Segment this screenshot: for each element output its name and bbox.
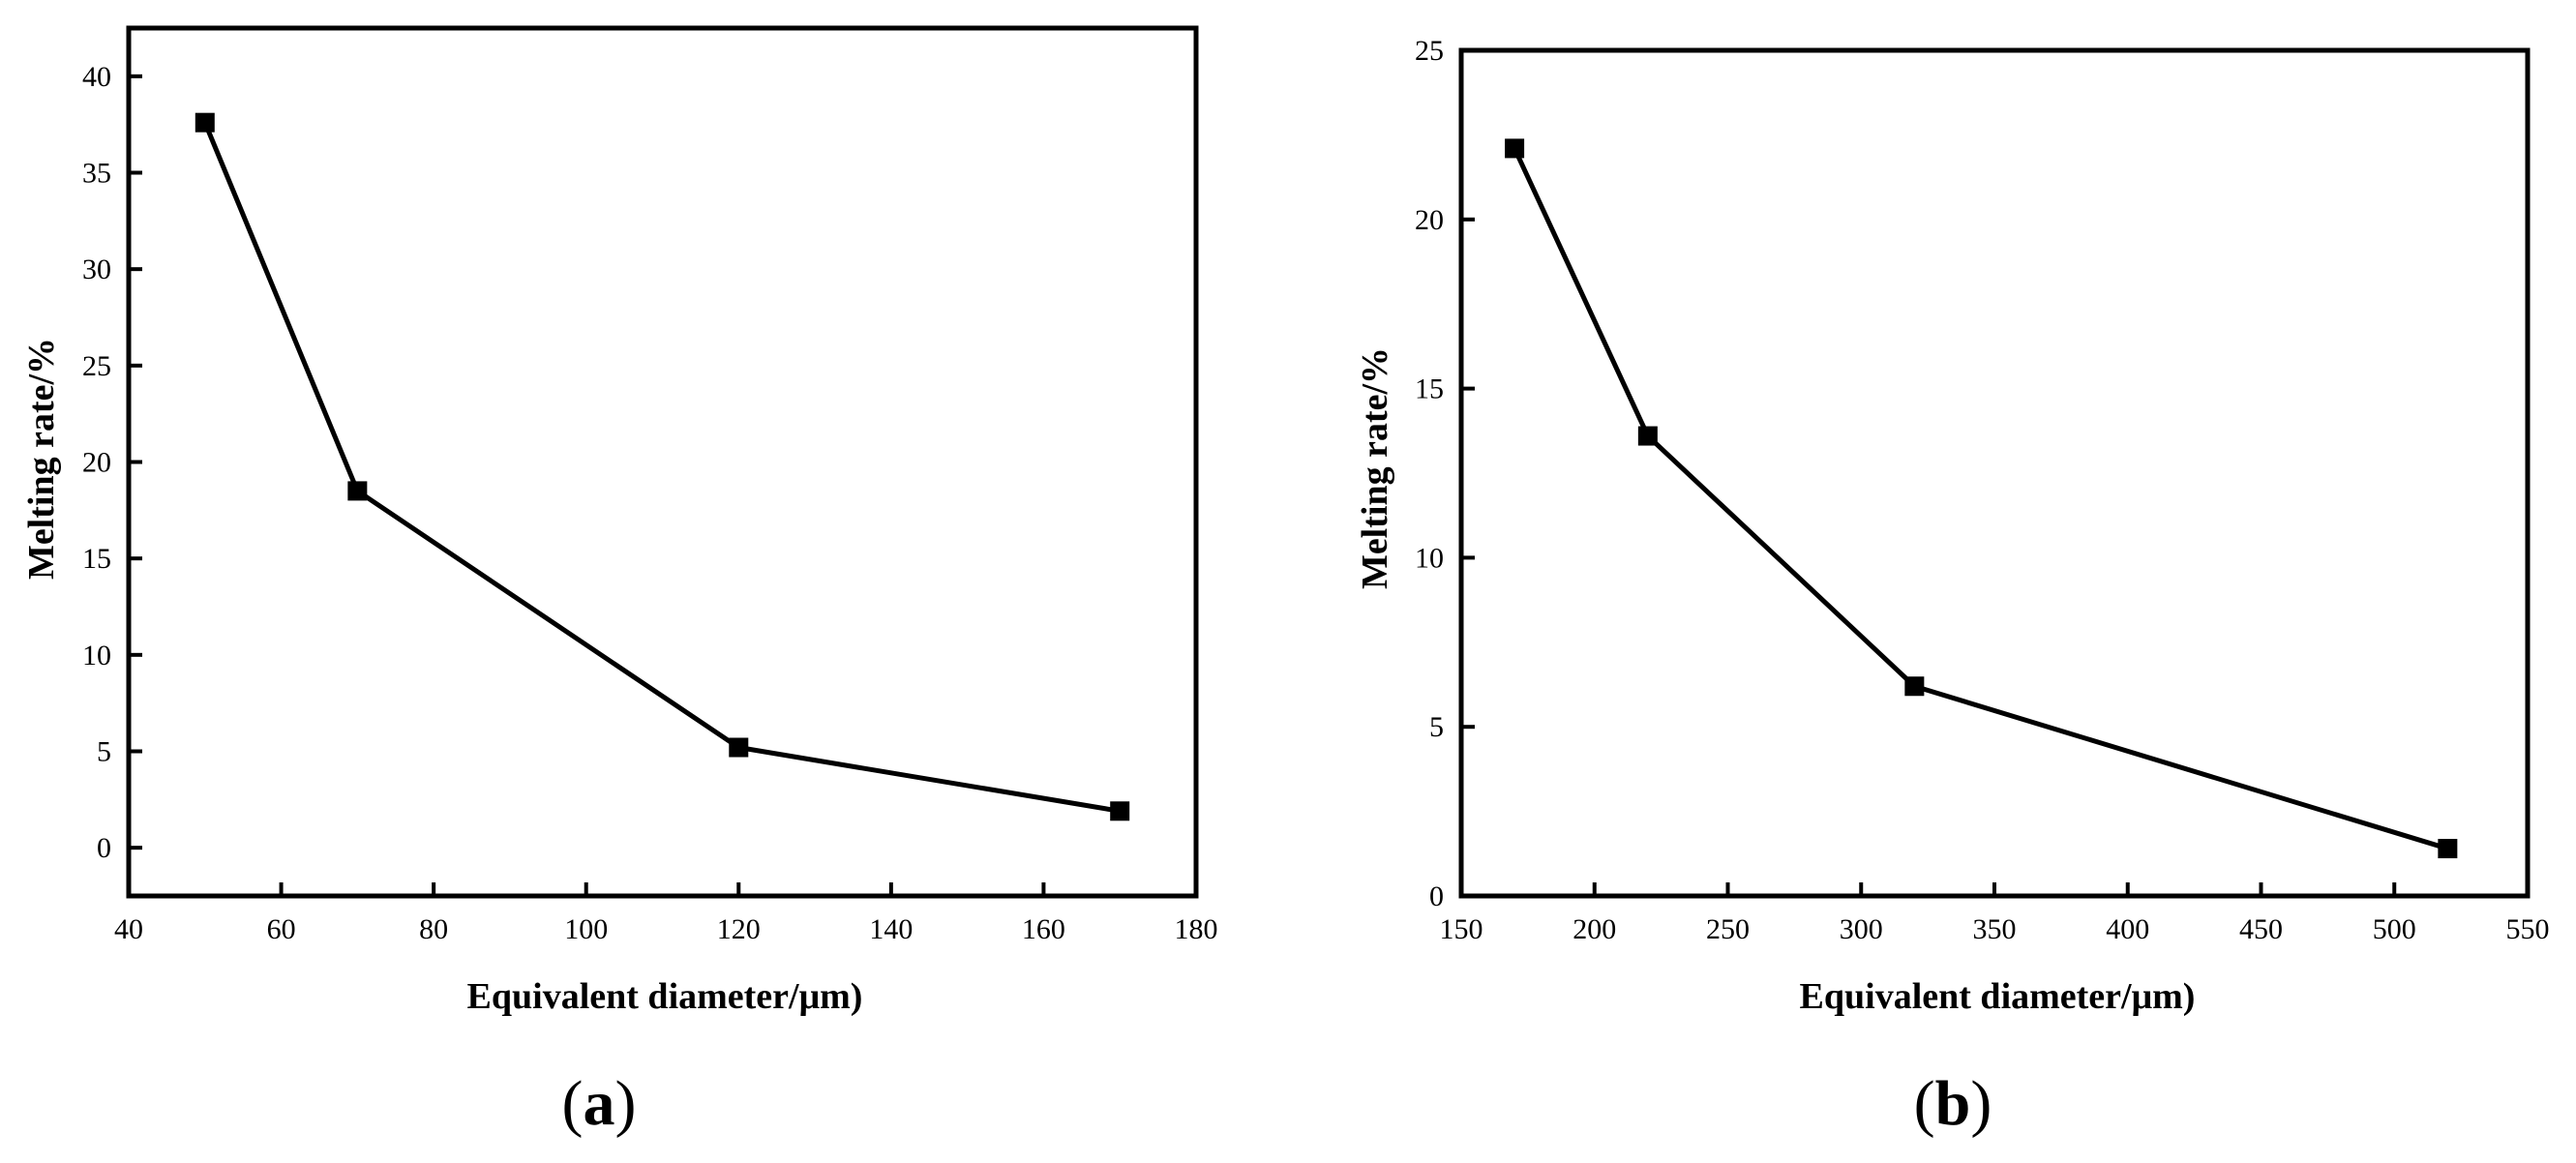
data-point bbox=[347, 481, 368, 501]
panel-label-a-letter: a bbox=[584, 1068, 615, 1139]
x-tick-label: 80 bbox=[419, 913, 448, 945]
y-tick-label: 25 bbox=[1415, 35, 1444, 67]
data-point bbox=[195, 112, 215, 133]
x-axis-label: Equivalent diameter/μm) bbox=[467, 976, 863, 1017]
series-line bbox=[202, 121, 1121, 814]
x-tick-label: 140 bbox=[869, 913, 913, 945]
y-tick-label: 25 bbox=[82, 350, 111, 382]
data-point bbox=[1904, 676, 1925, 697]
data-point bbox=[729, 737, 749, 758]
y-tick-label: 0 bbox=[97, 832, 111, 864]
y-tick-label: 40 bbox=[82, 61, 111, 93]
data-point bbox=[1637, 426, 1658, 446]
panel-label-b-letter: b bbox=[1935, 1068, 1971, 1139]
x-tick-label: 150 bbox=[1440, 913, 1483, 945]
data-point bbox=[1505, 138, 1525, 159]
chart-panel-b: Melting rate/% Equivalent diameter/μm) (… bbox=[1355, 35, 2550, 1139]
x-tick-label: 100 bbox=[564, 913, 608, 945]
y-axis-label: Melting rate/% bbox=[21, 338, 62, 580]
y-tick-label: 20 bbox=[1415, 204, 1444, 236]
x-tick-label: 400 bbox=[2106, 913, 2149, 945]
panel-label-b: (b) bbox=[1914, 1068, 1992, 1139]
x-axis-label: Equivalent diameter/μm) bbox=[1800, 976, 2196, 1017]
x-tick-label: 300 bbox=[1840, 913, 1883, 945]
series-line bbox=[1512, 147, 2449, 851]
y-tick-label: 15 bbox=[82, 543, 111, 575]
x-tick-label: 350 bbox=[1973, 913, 2017, 945]
x-tick-label: 500 bbox=[2373, 913, 2416, 945]
x-tick-label: 40 bbox=[114, 913, 143, 945]
x-tick-label: 60 bbox=[267, 913, 296, 945]
y-axis-label: Melting rate/% bbox=[1355, 347, 1395, 589]
y-tick-label: 15 bbox=[1415, 373, 1444, 405]
x-tick-label: 450 bbox=[2239, 913, 2283, 945]
data-point bbox=[2438, 839, 2458, 859]
x-tick-label: 160 bbox=[1022, 913, 1065, 945]
y-tick-label: 30 bbox=[82, 253, 111, 285]
plot-frame bbox=[126, 25, 1199, 899]
y-tick-label: 5 bbox=[97, 736, 111, 768]
x-tick-label: 250 bbox=[1706, 913, 1750, 945]
data-point bbox=[1110, 801, 1130, 821]
y-tick-label: 5 bbox=[1429, 711, 1444, 743]
panel-label-a: (a) bbox=[562, 1068, 637, 1139]
y-tick-label: 35 bbox=[82, 158, 111, 190]
y-tick-label: 10 bbox=[82, 640, 111, 671]
x-tick-label: 550 bbox=[2506, 913, 2550, 945]
y-tick-label: 20 bbox=[82, 447, 111, 479]
x-tick-label: 180 bbox=[1175, 913, 1218, 945]
x-tick-label: 200 bbox=[1573, 913, 1616, 945]
chart-panel-a: Melting rate/% Equivalent diameter/μm) (… bbox=[21, 25, 1218, 1139]
x-tick-label: 120 bbox=[717, 913, 761, 945]
plot-frame bbox=[1458, 47, 2531, 899]
y-tick-label: 0 bbox=[1429, 880, 1444, 912]
y-tick-label: 10 bbox=[1415, 542, 1444, 574]
